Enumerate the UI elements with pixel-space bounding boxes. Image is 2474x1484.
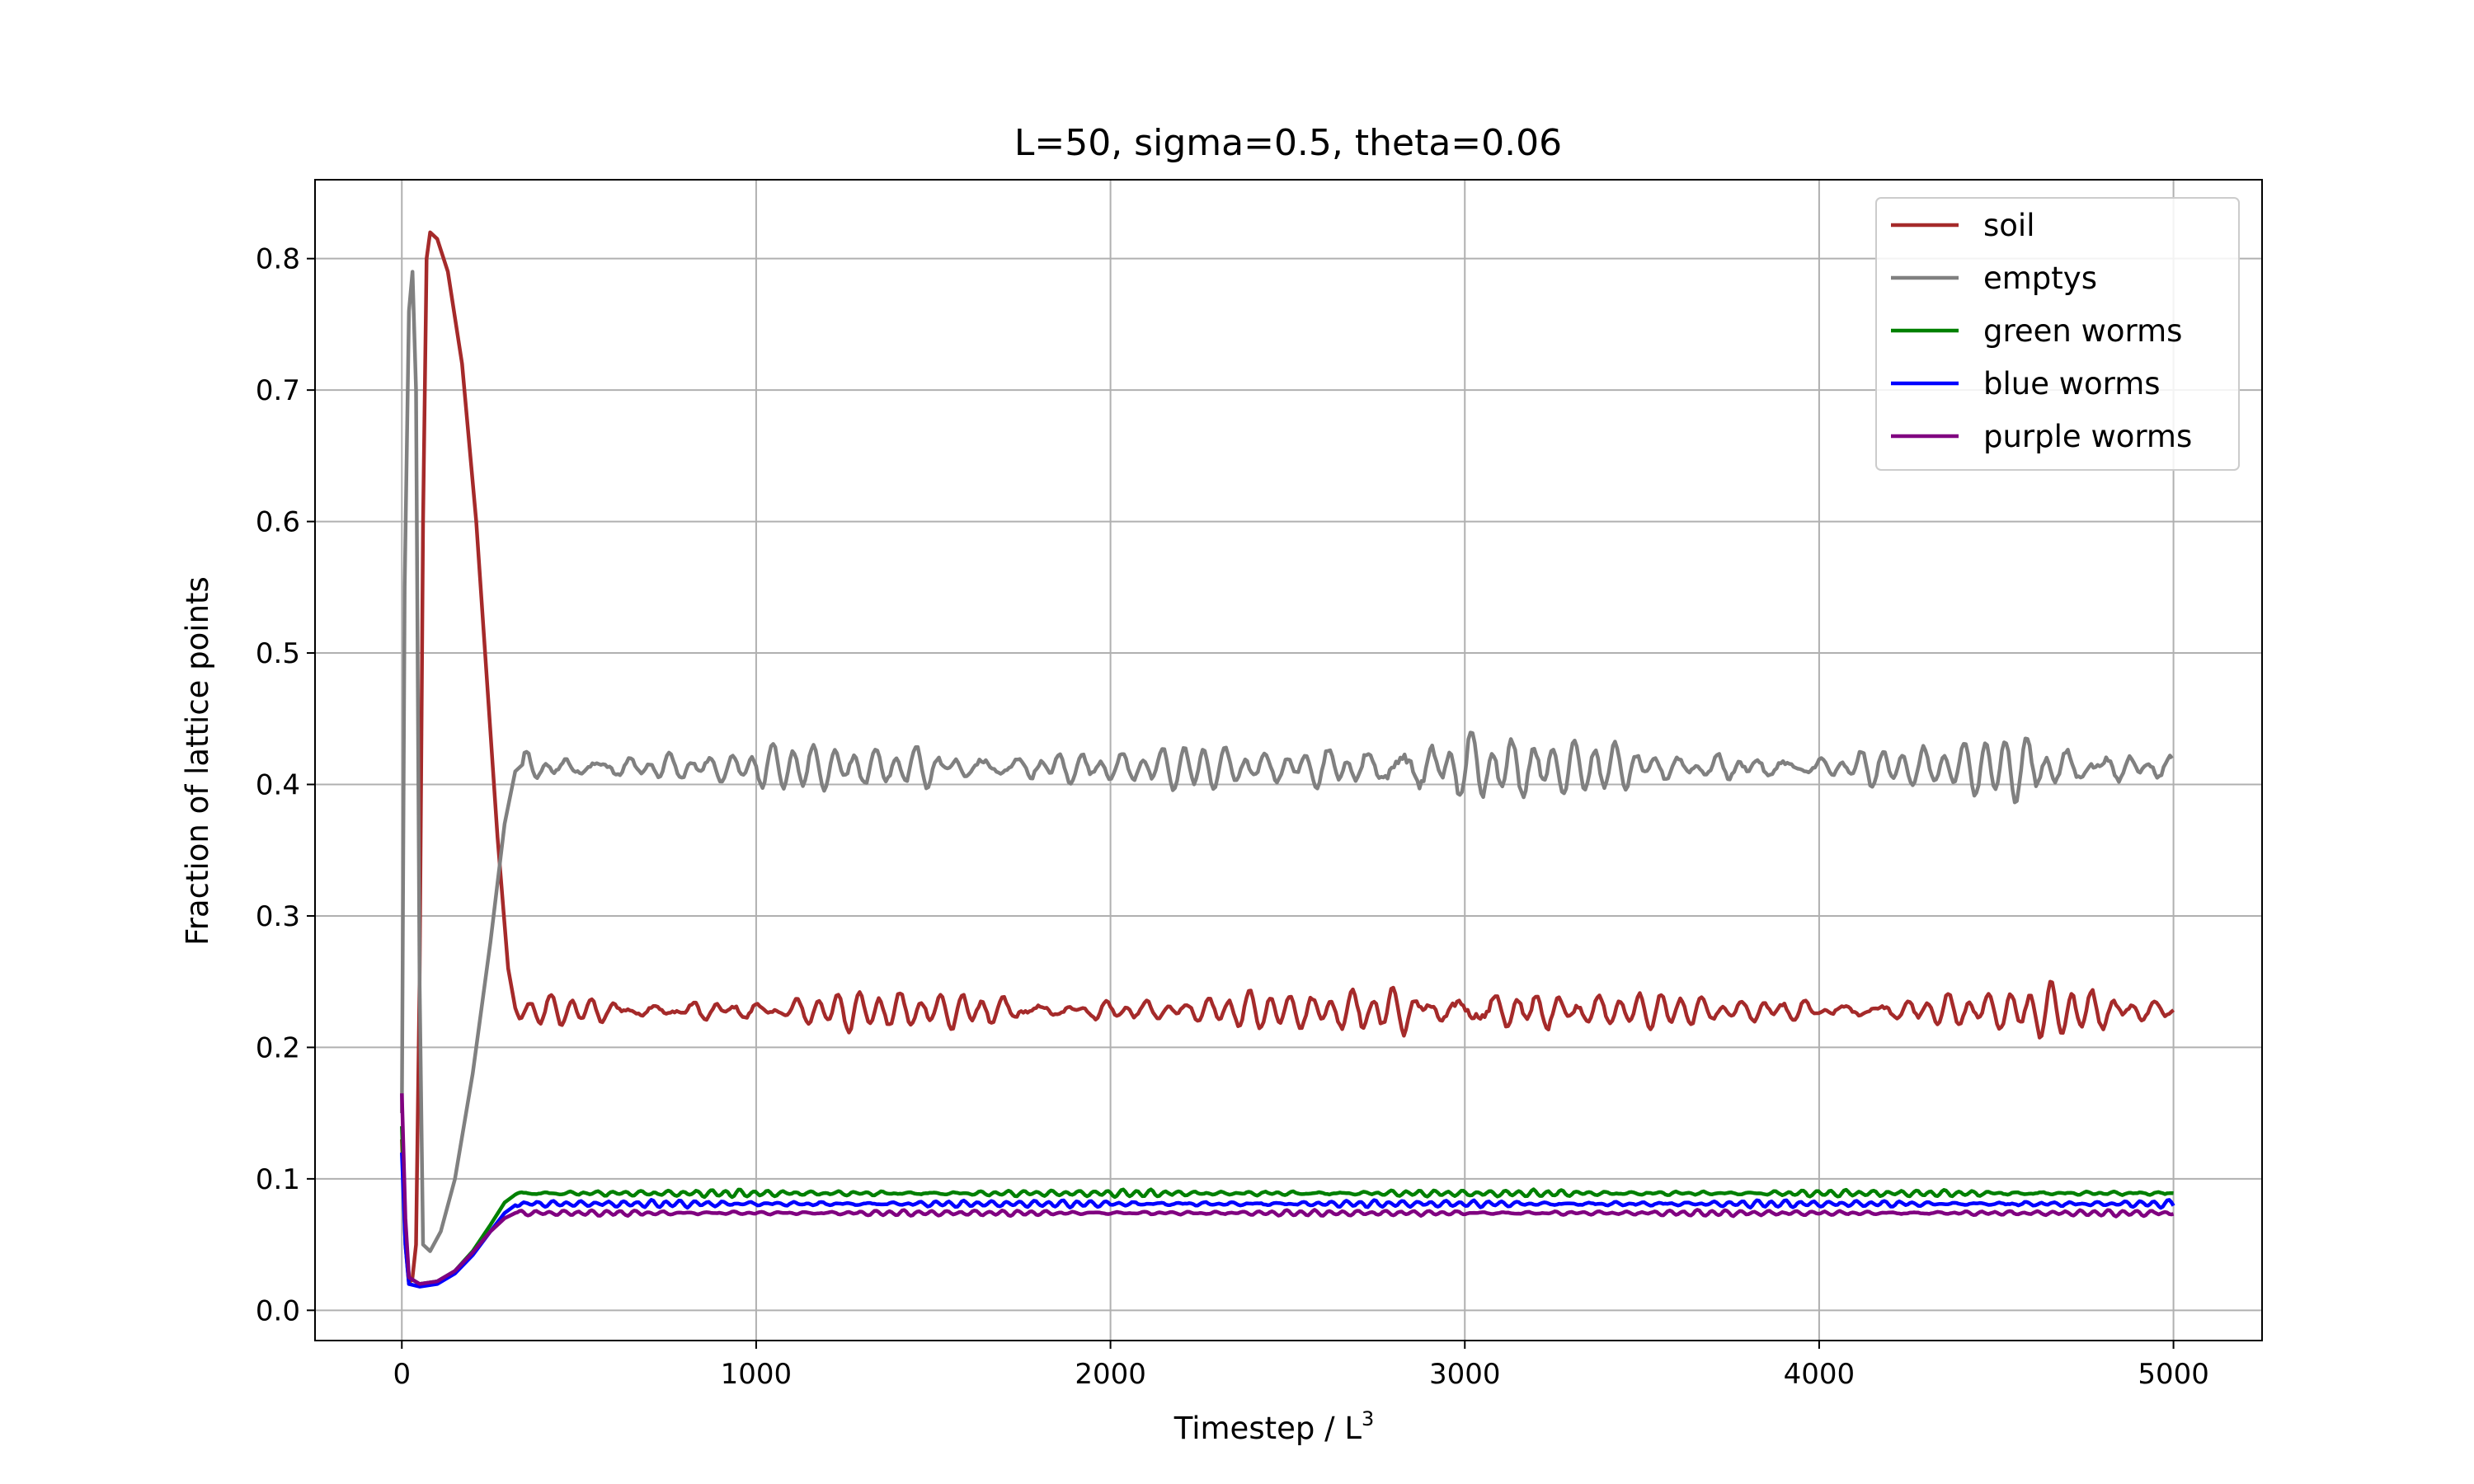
y-tick-label: 0.8 <box>256 243 300 276</box>
series-lines <box>400 230 2175 1289</box>
legend-label-blue-worms: blue worms <box>1983 366 2161 402</box>
x-axis-label: Timestep / L3 <box>1174 1407 1374 1446</box>
x-tick-label: 1000 <box>721 1358 793 1391</box>
y-axis-label: Fraction of lattice points <box>180 576 215 946</box>
series-line-purple-worms <box>400 1093 2175 1286</box>
y-tick-label: 0.2 <box>256 1031 300 1064</box>
legend-label-green-worms: green worms <box>1983 313 2182 349</box>
y-tick-label: 0.3 <box>256 900 300 933</box>
legend-label-purple-worms: purple worms <box>1983 419 2192 454</box>
legend-label-emptys: emptys <box>1983 261 2097 296</box>
y-tick-label: 0.7 <box>256 374 300 407</box>
series-line-blue-worms <box>400 1152 2175 1289</box>
plot-frame <box>314 179 2263 1341</box>
axis-ticks: 0 1000 2000 3000 4000 5000 0.0 0.1 0.2 0.3 0.4 0.5 0… <box>256 243 2209 1391</box>
x-tick-label: 5000 <box>2138 1358 2209 1391</box>
series-line-emptys <box>400 270 2174 1253</box>
y-tick-label: 0.1 <box>256 1163 300 1196</box>
x-axis-label-text: Timestep / L <box>1174 1411 1362 1446</box>
chart-title: L=50, sigma=0.5, theta=0.06 <box>1014 122 1562 164</box>
x-tick-label: 2000 <box>1075 1358 1146 1391</box>
y-tick-label: 0.4 <box>256 768 300 801</box>
x-tick-label: 4000 <box>1784 1358 1856 1391</box>
series-line-green-worms <box>400 1126 2174 1286</box>
grid <box>315 180 2262 1341</box>
series-line-soil <box>400 230 2175 1286</box>
legend-label-soil: soil <box>1983 208 2034 243</box>
legend-box <box>1875 197 2240 471</box>
x-tick-label: 3000 <box>1429 1358 1501 1391</box>
y-tick-label: 0.6 <box>256 506 300 539</box>
legend: soil emptys green worms blue worms purple wo… <box>1875 197 2240 471</box>
y-tick-label: 0.0 <box>256 1294 300 1327</box>
y-tick-label: 0.5 <box>256 637 300 670</box>
x-axis-label-superscript: 3 <box>1362 1407 1374 1430</box>
x-tick-label: 0 <box>393 1358 411 1391</box>
